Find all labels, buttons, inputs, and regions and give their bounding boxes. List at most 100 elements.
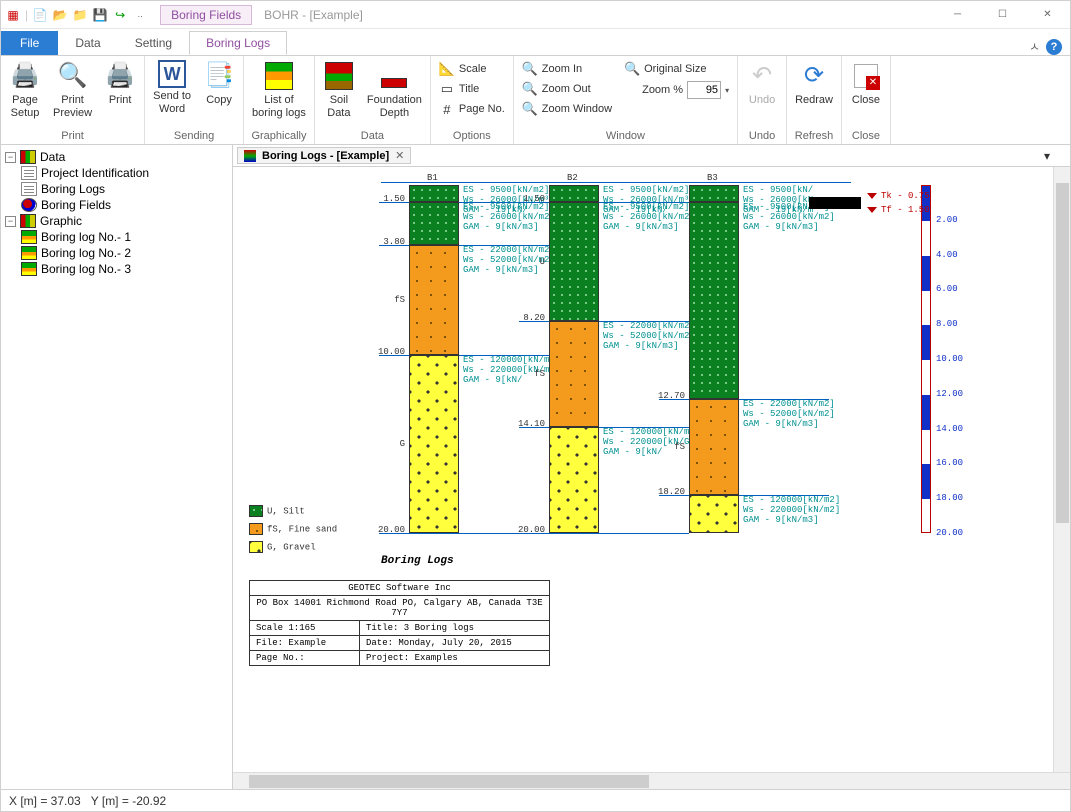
- maximize-button[interactable]: ☐: [980, 1, 1025, 29]
- group-print-label: Print: [5, 128, 140, 144]
- zoom-pct-input[interactable]: [687, 81, 721, 99]
- document-tab[interactable]: Boring Logs - [Example] ✕: [237, 147, 411, 164]
- title-item[interactable]: ▭Title: [435, 80, 509, 98]
- bf-icon: [21, 198, 37, 212]
- layer-annotation: ES - 120000[kN/m2] Ws - 220000[kN/m2] GA…: [743, 496, 840, 526]
- zoom-in-item[interactable]: 🔍Zoom In: [518, 60, 616, 78]
- open-icon[interactable]: 📂: [52, 7, 68, 23]
- horizontal-scrollbar[interactable]: [233, 772, 1070, 789]
- group-data-label: Data: [319, 128, 426, 144]
- title-icon: ▭: [439, 81, 455, 97]
- bore-column: [409, 185, 459, 535]
- collapse-icon[interactable]: −: [5, 152, 16, 163]
- zoom-dropdown-icon[interactable]: ▾: [725, 86, 729, 95]
- main-area: −Data Project Identification Boring Logs…: [1, 145, 1070, 789]
- tree-log-3[interactable]: Boring log No.- 3: [5, 261, 228, 277]
- zoom-window-item[interactable]: 🔍Zoom Window: [518, 100, 616, 118]
- close-tab-icon[interactable]: ✕: [395, 149, 404, 162]
- group-window-label: Window: [518, 128, 733, 144]
- document-area: Boring Logs - [Example] ✕ ▾ B1ES - 9500[…: [233, 145, 1070, 789]
- soil-layer: [689, 399, 739, 495]
- help-icon[interactable]: ?: [1046, 39, 1062, 55]
- folder-icon: [20, 150, 36, 164]
- word-icon: W: [158, 60, 186, 88]
- close-icon: ✕: [850, 60, 882, 92]
- bore-column: [549, 185, 599, 535]
- tree-data[interactable]: −Data: [5, 149, 228, 165]
- status-y: Y [m] = -20.92: [91, 794, 167, 808]
- zoom-out-item[interactable]: 🔍Zoom Out: [518, 80, 616, 98]
- page-setup-button[interactable]: 🖨️Page Setup: [5, 58, 45, 121]
- tree-graphic[interactable]: −Graphic: [5, 213, 228, 229]
- soil-code-label: fS: [655, 442, 685, 452]
- new-icon[interactable]: 📄: [32, 7, 48, 23]
- group-refresh-label: Refresh: [791, 128, 837, 144]
- group-graphically-label: Graphically: [248, 128, 310, 144]
- scale-tick-label: 16.00: [936, 458, 963, 468]
- collapse-icon[interactable]: −: [5, 216, 16, 227]
- page-setup-icon: 🖨️: [9, 60, 41, 92]
- scale-icon: 📐: [439, 61, 455, 77]
- close-button[interactable]: ✕Close: [846, 58, 886, 109]
- close-window-button[interactable]: ✕: [1025, 1, 1070, 29]
- soil-layer: [689, 185, 739, 202]
- copy-button[interactable]: 📑Copy: [199, 58, 239, 109]
- tab-setting[interactable]: Setting: [118, 31, 189, 55]
- tree-project-id[interactable]: Project Identification: [5, 165, 228, 181]
- minimize-button[interactable]: ─: [935, 1, 980, 29]
- soil-layer: [689, 202, 739, 399]
- zoom-in-icon: 🔍: [522, 61, 538, 77]
- project-tree[interactable]: −Data Project Identification Boring Logs…: [1, 145, 233, 789]
- info-box: GEOTEC Software IncPO Box 14001 Richmond…: [249, 580, 550, 666]
- open2-icon[interactable]: 📁: [72, 7, 88, 23]
- overflow-icon[interactable]: ▾: [1044, 149, 1050, 163]
- tab-boring-logs[interactable]: Boring Logs: [189, 31, 287, 55]
- page-no-item[interactable]: #Page No.: [435, 100, 509, 118]
- save-icon[interactable]: 💾: [92, 7, 108, 23]
- redraw-button[interactable]: ⟳Redraw: [791, 58, 837, 109]
- tree-log-1[interactable]: Boring log No.- 1: [5, 229, 228, 245]
- soil-code-label: G: [375, 439, 405, 449]
- foundation-icon: [378, 60, 410, 92]
- doc-icon: [21, 182, 37, 196]
- scale-item[interactable]: 📐Scale: [435, 60, 509, 78]
- legend-item: G, Gravel: [249, 541, 316, 553]
- soil-layer: [689, 495, 739, 533]
- undo-button: ↶Undo: [742, 58, 782, 109]
- context-tab[interactable]: Boring Fields: [160, 5, 252, 25]
- redraw-icon: ⟳: [798, 60, 830, 92]
- vertical-scrollbar[interactable]: [1053, 167, 1070, 772]
- tab-data[interactable]: Data: [58, 31, 117, 55]
- soil-layer: [549, 202, 599, 321]
- zoom-window-icon: 🔍: [522, 101, 538, 117]
- tree-boring-logs[interactable]: Boring Logs: [5, 181, 228, 197]
- canvas[interactable]: B1ES - 9500[kN/m2] Ws - 26000[kN/m³] GAM…: [233, 167, 1070, 772]
- app-title: BOHR - [Example]: [264, 8, 363, 22]
- doc-tab-icon: [244, 150, 256, 162]
- group-undo-label: Undo: [742, 128, 782, 144]
- scale-tick-label: 2.00: [936, 215, 958, 225]
- original-size-item[interactable]: 🔍Original Size: [620, 60, 733, 78]
- qat-more-icon[interactable]: ‥: [132, 7, 148, 23]
- status-x: X [m] = 37.03: [9, 794, 81, 808]
- tree-boring-fields[interactable]: Boring Fields: [5, 197, 228, 213]
- collapse-ribbon-icon[interactable]: ㅅ: [1029, 38, 1040, 55]
- zoom-out-icon: 🔍: [522, 81, 538, 97]
- scale-tick-label: 6.00: [936, 284, 958, 294]
- tree-log-2[interactable]: Boring log No.- 2: [5, 245, 228, 261]
- scale-tick-label: 8.00: [936, 319, 958, 329]
- print-preview-button[interactable]: 🔍Print Preview: [49, 58, 96, 121]
- export-icon[interactable]: ↪: [112, 7, 128, 23]
- tab-file[interactable]: File: [1, 31, 58, 55]
- list-boring-logs-button[interactable]: List of boring logs: [248, 58, 310, 121]
- ribbon: 🖨️Page Setup 🔍Print Preview 🖨️Print Prin…: [1, 55, 1070, 145]
- foundation-depth-button[interactable]: Foundation Depth: [363, 58, 426, 121]
- scale-tick-label: 18.00: [936, 493, 963, 503]
- group-options-label: Options: [435, 128, 509, 144]
- send-word-button[interactable]: WSend to Word: [149, 58, 195, 117]
- soil-data-button[interactable]: Soil Data: [319, 58, 359, 121]
- print-button[interactable]: 🖨️Print: [100, 58, 140, 109]
- print-preview-icon: 🔍: [57, 60, 89, 92]
- soil-layer: [409, 185, 459, 202]
- scale-tick-label: 14.00: [936, 424, 963, 434]
